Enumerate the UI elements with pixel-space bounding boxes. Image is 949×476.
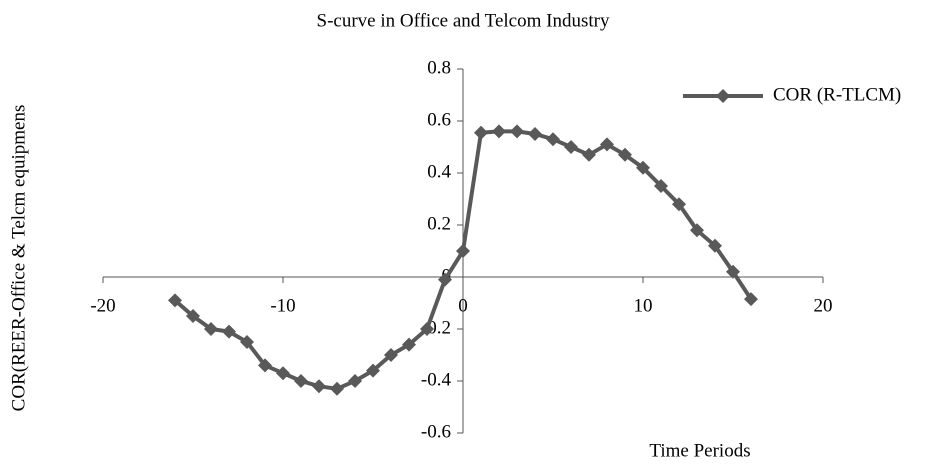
data-point	[618, 147, 632, 162]
data-point	[492, 124, 506, 139]
x-tick-label: -20	[90, 295, 115, 316]
data-point	[690, 223, 704, 238]
data-point	[204, 322, 218, 336]
data-point	[366, 363, 380, 378]
data-point	[528, 127, 542, 141]
data-point	[474, 125, 488, 140]
x-tick-label: -10	[270, 295, 295, 316]
data-point	[258, 358, 272, 373]
y-tick-label: 0.4	[427, 161, 451, 182]
legend-label: COR (R-TLCM)	[773, 84, 901, 105]
data-point	[240, 335, 254, 349]
data-point	[456, 244, 470, 258]
data-point	[330, 381, 344, 396]
data-point	[672, 197, 686, 212]
data-point	[168, 293, 182, 308]
x-tick-label: 0	[458, 295, 468, 316]
data-point	[402, 337, 416, 352]
y-tick-label: 0.2	[427, 213, 451, 234]
data-point	[708, 238, 722, 253]
x-axis-label: Time Periods	[649, 440, 750, 461]
data-point	[312, 379, 326, 394]
data-point	[582, 147, 596, 162]
x-tick-label: 20	[814, 295, 833, 316]
data-point	[420, 322, 434, 336]
y-tick-label: -0.4	[421, 369, 452, 390]
y-tick-label: 0.8	[427, 57, 451, 78]
data-point	[510, 124, 524, 139]
data-point	[600, 137, 614, 152]
chart-title: S-curve in Office and Telcom Industry	[317, 10, 610, 31]
data-point	[546, 132, 560, 147]
data-point	[348, 374, 362, 388]
y-tick-label: -0.6	[421, 421, 451, 442]
data-point	[564, 140, 578, 154]
data-point	[636, 160, 650, 175]
data-point	[726, 264, 740, 279]
data-point	[276, 366, 290, 381]
y-tick-label: 0.6	[427, 109, 451, 130]
data-point	[744, 292, 758, 307]
data-point	[186, 309, 200, 323]
data-point	[294, 374, 308, 388]
y-axis-label: COR(REER-Office & Telcm equipmens	[8, 105, 29, 412]
data-point	[384, 348, 398, 362]
x-tick-label: 10	[634, 295, 653, 316]
data-point	[654, 179, 668, 193]
data-point	[438, 272, 452, 287]
data-point	[222, 324, 236, 339]
legend-marker	[716, 89, 730, 103]
